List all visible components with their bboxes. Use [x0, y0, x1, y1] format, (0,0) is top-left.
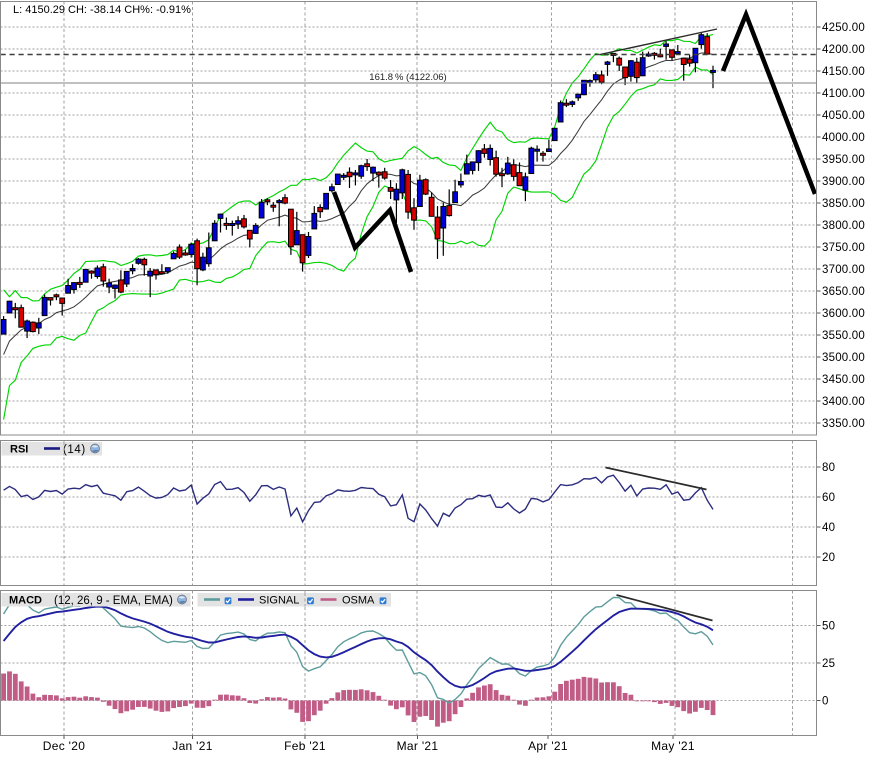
svg-text:4100.00: 4100.00: [822, 88, 865, 100]
svg-text:RSI: RSI: [10, 444, 28, 456]
svg-text:4250.00: 4250.00: [822, 22, 865, 34]
svg-text:0: 0: [822, 696, 829, 708]
svg-text:3950.00: 3950.00: [822, 154, 865, 166]
svg-text:3550.00: 3550.00: [822, 330, 865, 342]
svg-text:3850.00: 3850.00: [822, 198, 865, 210]
svg-text:L: 4150.29 CH: -38.14 CH%: -0.: L: 4150.29 CH: -38.14 CH%: -0.91%: [13, 4, 191, 16]
svg-text:161.8 % (4122.06): 161.8 % (4122.06): [369, 72, 446, 83]
svg-text:3650.00: 3650.00: [822, 286, 865, 298]
svg-text:4050.00: 4050.00: [822, 110, 865, 122]
svg-text:3450.00: 3450.00: [822, 374, 865, 386]
svg-text:3700.00: 3700.00: [822, 264, 865, 276]
svg-text:Mar '21: Mar '21: [397, 739, 439, 753]
svg-text:20: 20: [822, 552, 835, 564]
svg-text:3750.00: 3750.00: [822, 242, 865, 254]
svg-text:3400.00: 3400.00: [822, 396, 865, 408]
svg-text:OSMA: OSMA: [342, 595, 375, 607]
svg-text:(12, 26, 9 - EMA, EMA): (12, 26, 9 - EMA, EMA): [54, 595, 173, 607]
svg-text:MACD: MACD: [9, 595, 42, 607]
svg-text:25: 25: [822, 658, 835, 670]
svg-text:Dec '20: Dec '20: [43, 739, 85, 753]
svg-text:3800.00: 3800.00: [822, 220, 865, 232]
svg-text:4200.00: 4200.00: [822, 44, 865, 56]
svg-text:May '21: May '21: [651, 739, 695, 753]
svg-text:50: 50: [822, 621, 835, 633]
svg-text:4150.00: 4150.00: [822, 66, 865, 78]
svg-text:3900.00: 3900.00: [822, 176, 865, 188]
svg-text:40: 40: [822, 522, 835, 534]
svg-text:3500.00: 3500.00: [822, 352, 865, 364]
svg-text:Apr '21: Apr '21: [528, 739, 568, 753]
svg-text:4000.00: 4000.00: [822, 132, 865, 144]
svg-text:3350.00: 3350.00: [822, 418, 865, 430]
svg-text:60: 60: [822, 492, 835, 504]
svg-text:Feb '21: Feb '21: [284, 739, 326, 753]
svg-text:3600.00: 3600.00: [822, 308, 865, 320]
svg-text:Jan '21: Jan '21: [172, 739, 212, 753]
svg-text:80: 80: [822, 462, 835, 474]
svg-text:(14): (14): [63, 444, 86, 456]
svg-text:SIGNAL: SIGNAL: [259, 595, 299, 607]
